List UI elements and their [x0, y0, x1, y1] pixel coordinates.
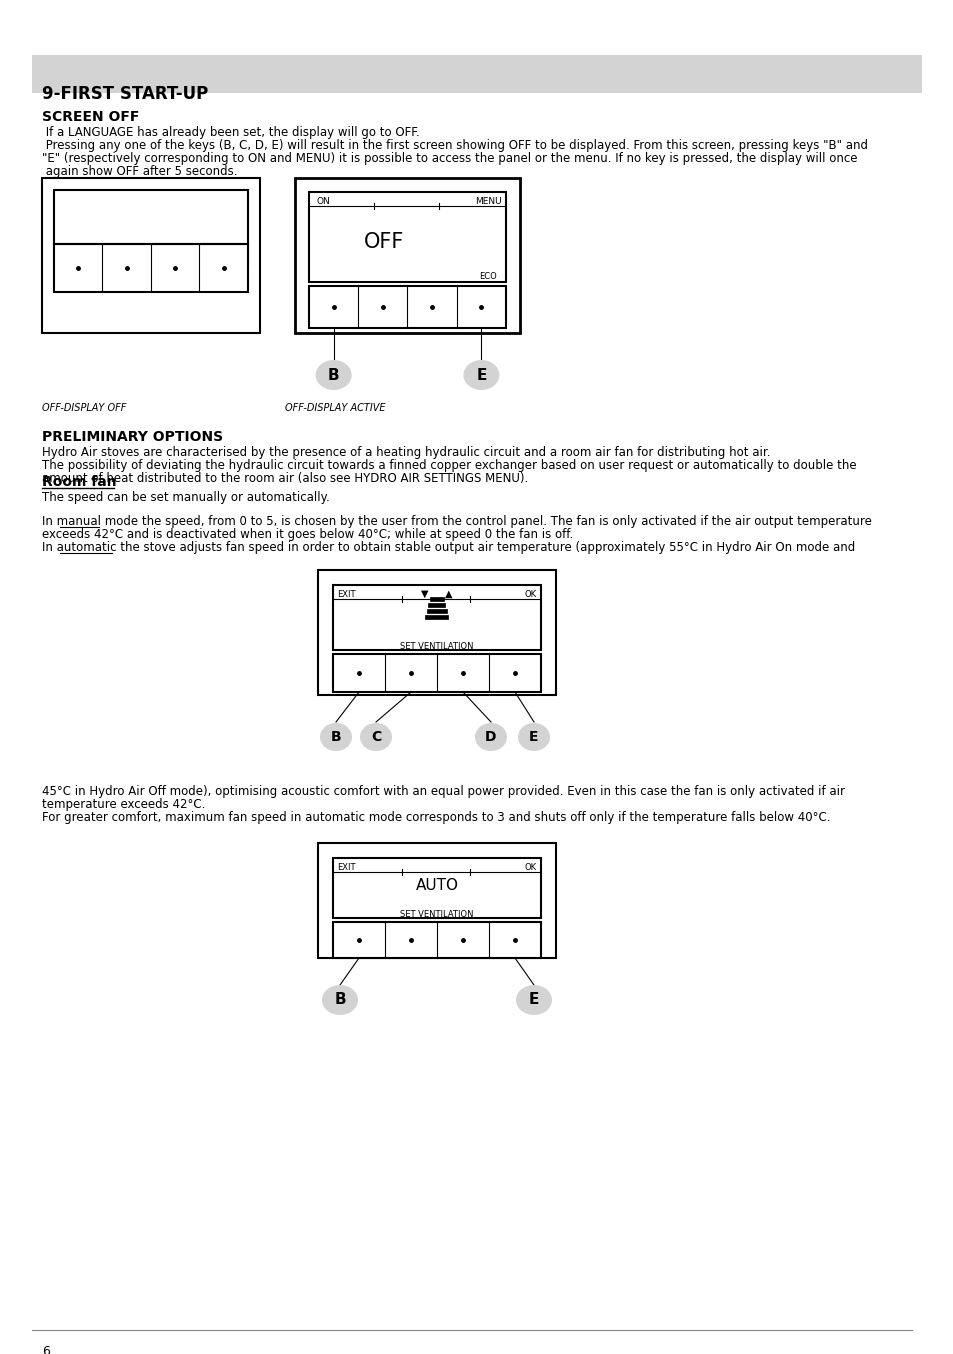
- Text: The possibility of deviating the hydraulic circuit towards a finned copper excha: The possibility of deviating the hydraul…: [42, 459, 856, 473]
- Bar: [317, 844, 556, 959]
- Text: Room fan: Room fan: [42, 475, 116, 489]
- Ellipse shape: [463, 360, 498, 390]
- Text: ▼: ▼: [421, 589, 428, 598]
- Text: D: D: [485, 730, 497, 743]
- Text: E: E: [529, 730, 538, 743]
- Bar: [309, 286, 505, 328]
- Ellipse shape: [517, 723, 550, 751]
- Text: E: E: [528, 992, 538, 1007]
- Bar: [428, 603, 445, 607]
- Text: The speed can be set manually or automatically.: The speed can be set manually or automat…: [42, 492, 330, 504]
- Text: "E" (respectively corresponding to ON and MENU) it is possible to access the pan: "E" (respectively corresponding to ON an…: [42, 152, 857, 165]
- Ellipse shape: [322, 984, 357, 1016]
- Text: Pressing any one of the keys (B, C, D, E) will result in the first screen showin: Pressing any one of the keys (B, C, D, E…: [42, 139, 867, 152]
- Bar: [54, 190, 248, 265]
- Text: OK: OK: [524, 590, 537, 598]
- Text: ▲: ▲: [445, 589, 453, 598]
- Text: OFF: OFF: [363, 232, 404, 252]
- Text: B: B: [328, 367, 339, 382]
- Text: B: B: [331, 730, 341, 743]
- Text: For greater comfort, maximum fan speed in automatic mode corresponds to 3 and sh: For greater comfort, maximum fan speed i…: [42, 811, 830, 825]
- Text: temperature exceeds 42°C.: temperature exceeds 42°C.: [42, 798, 205, 811]
- Text: B: B: [334, 992, 345, 1007]
- Text: AUTO: AUTO: [416, 877, 458, 892]
- Bar: [333, 585, 540, 650]
- Text: Hydro Air stoves are characterised by the presence of a heating hydraulic circui: Hydro Air stoves are characterised by th…: [42, 445, 770, 459]
- Ellipse shape: [315, 360, 352, 390]
- Text: PRELIMINARY OPTIONS: PRELIMINARY OPTIONS: [42, 431, 223, 444]
- Text: OFF-DISPLAY OFF: OFF-DISPLAY OFF: [42, 403, 126, 413]
- Text: SET VENTILATION: SET VENTILATION: [400, 642, 474, 651]
- Text: If a LANGUAGE has already been set, the display will go to OFF.: If a LANGUAGE has already been set, the …: [42, 126, 419, 139]
- Text: In automatic the stove adjusts fan speed in order to obtain stable output air te: In automatic the stove adjusts fan speed…: [42, 542, 854, 554]
- Bar: [333, 858, 540, 918]
- Text: amount of heat distributed to the room air (also see HYDRO AIR SETTINGS MENU).: amount of heat distributed to the room a…: [42, 473, 528, 485]
- Text: In manual mode the speed, from 0 to 5, is chosen by the user from the control pa: In manual mode the speed, from 0 to 5, i…: [42, 515, 871, 528]
- Bar: [427, 609, 447, 613]
- Bar: [54, 244, 248, 292]
- Text: 45°C in Hydro Air Off mode), optimising acoustic comfort with an equal power pro: 45°C in Hydro Air Off mode), optimising …: [42, 785, 844, 798]
- Bar: [309, 192, 505, 282]
- Bar: [430, 597, 443, 601]
- Text: SET VENTILATION: SET VENTILATION: [400, 910, 474, 919]
- Bar: [294, 177, 519, 333]
- Text: E: E: [476, 367, 486, 382]
- Text: 6: 6: [42, 1345, 50, 1354]
- Bar: [42, 177, 260, 333]
- Text: ON: ON: [316, 196, 331, 206]
- Ellipse shape: [516, 984, 552, 1016]
- Text: again show OFF after 5 seconds.: again show OFF after 5 seconds.: [42, 165, 237, 177]
- Text: MENU: MENU: [475, 196, 501, 206]
- Bar: [333, 922, 540, 959]
- Ellipse shape: [359, 723, 392, 751]
- Ellipse shape: [319, 723, 352, 751]
- Text: exceeds 42°C and is deactivated when it goes below 40°C; while at speed 0 the fa: exceeds 42°C and is deactivated when it …: [42, 528, 573, 542]
- Bar: [32, 56, 921, 93]
- Text: EXIT: EXIT: [336, 862, 355, 872]
- Text: C: C: [371, 730, 381, 743]
- Text: 9-FIRST START-UP: 9-FIRST START-UP: [42, 85, 208, 103]
- Ellipse shape: [475, 723, 506, 751]
- Text: ECO: ECO: [478, 272, 497, 282]
- Bar: [317, 570, 556, 695]
- Text: SCREEN OFF: SCREEN OFF: [42, 110, 139, 125]
- Text: EXIT: EXIT: [336, 590, 355, 598]
- Text: OFF-DISPLAY ACTIVE: OFF-DISPLAY ACTIVE: [285, 403, 385, 413]
- Bar: [333, 654, 540, 692]
- Bar: [425, 615, 448, 619]
- Text: OK: OK: [524, 862, 537, 872]
